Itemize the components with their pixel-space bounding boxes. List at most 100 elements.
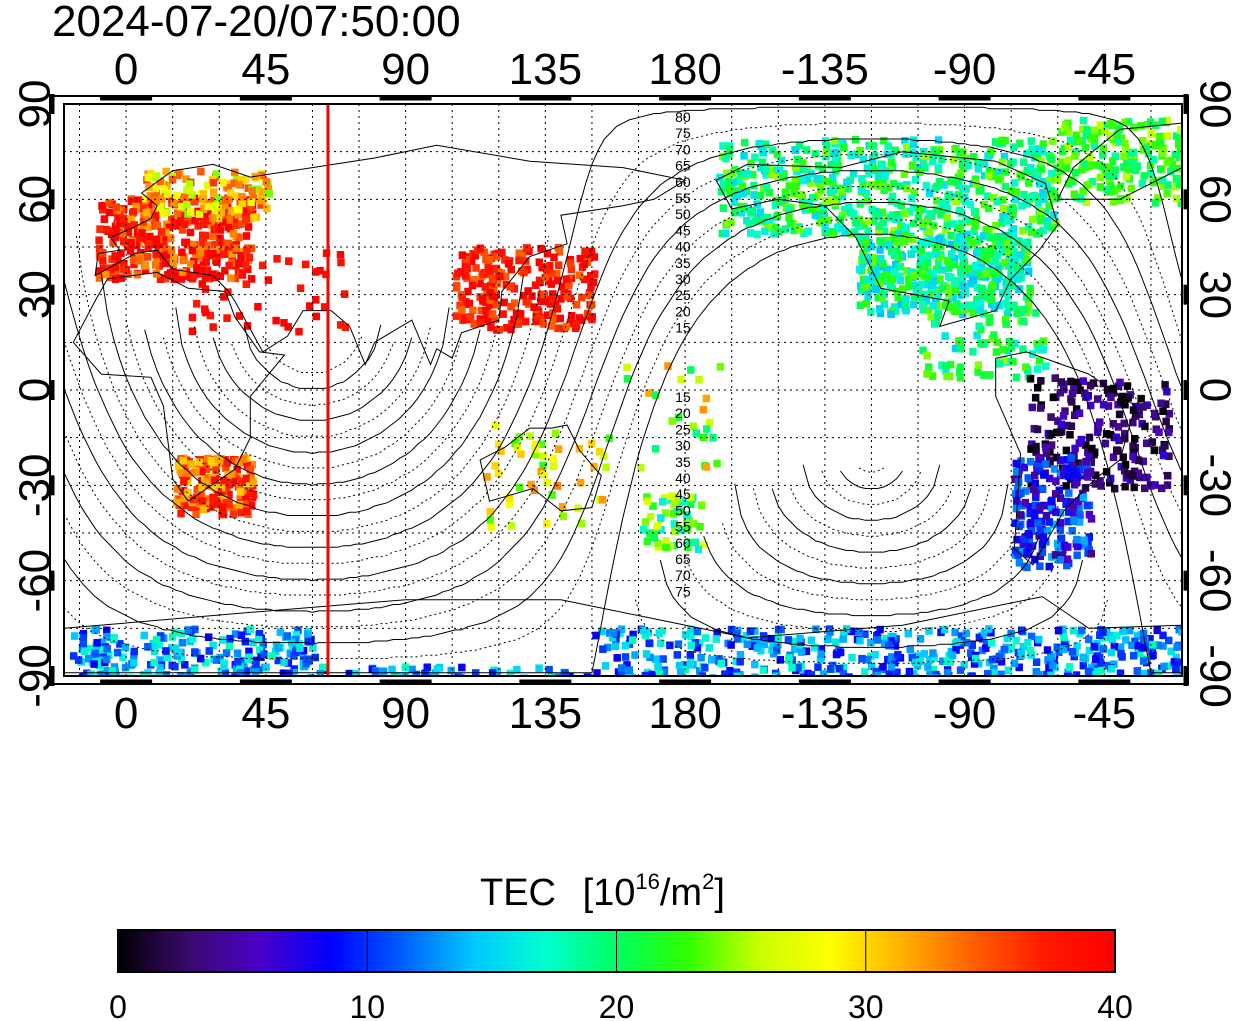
- tec-cell: [784, 205, 793, 214]
- tec-cell: [883, 150, 891, 159]
- tec-cell: [156, 203, 165, 212]
- tec-cell: [107, 265, 115, 274]
- tec-cell: [514, 320, 522, 328]
- tec-cell: [110, 663, 119, 671]
- tec-cell: [119, 653, 127, 662]
- tec-cell: [113, 648, 122, 657]
- tec-cell: [472, 264, 480, 272]
- tec-cell: [915, 206, 924, 215]
- tec-cell: [919, 305, 928, 314]
- tec-cell: [894, 293, 902, 302]
- tec-cell: [736, 650, 745, 659]
- tec-cell: [1009, 210, 1017, 219]
- tec-cell: [209, 214, 217, 223]
- tec-cell: [495, 325, 503, 334]
- tec-cell: [102, 655, 111, 664]
- tec-cell: [875, 304, 884, 313]
- tec-cell: [650, 533, 659, 542]
- tec-cell: [188, 327, 197, 336]
- tec-cell: [817, 186, 825, 194]
- tec-cell: [902, 306, 910, 315]
- tec-cell: [371, 667, 380, 676]
- tec-cell: [689, 422, 698, 431]
- bottom-lon-tick-label: 135: [509, 689, 582, 738]
- tec-cell: [993, 338, 1002, 346]
- tec-cell: [902, 150, 910, 158]
- tec-cell: [513, 665, 521, 674]
- tec-cell: [497, 447, 505, 456]
- tec-cell: [960, 302, 968, 311]
- tec-cell: [808, 205, 816, 213]
- tec-cell: [1107, 131, 1116, 140]
- tec-cell: [934, 136, 943, 144]
- tec-cell: [1095, 161, 1104, 169]
- tec-cell: [201, 308, 210, 317]
- tec-cell: [177, 275, 186, 283]
- tec-cell: [1000, 152, 1009, 161]
- tec-cell: [819, 670, 828, 676]
- tec-cell: [947, 250, 956, 258]
- tec-cell: [863, 286, 872, 295]
- tec-cell: [792, 182, 800, 191]
- tec-cell: [96, 656, 104, 665]
- tec-cell: [907, 250, 916, 258]
- tec-cell: [218, 503, 227, 512]
- tec-cell: [203, 465, 211, 473]
- tec-cell: [725, 150, 733, 159]
- tec-cell: [957, 291, 966, 299]
- tec-cell: [601, 662, 610, 670]
- tec-cell: [164, 190, 172, 198]
- tec-cell: [180, 494, 189, 503]
- tec-cell: [858, 175, 866, 183]
- tec-cell: [199, 238, 208, 247]
- tec-cell: [1141, 484, 1149, 493]
- tec-cell: [1009, 247, 1018, 256]
- tec-cell: [1076, 386, 1084, 395]
- tec-cell: [178, 656, 186, 664]
- tec-cell: [572, 320, 581, 329]
- tec-cell: [1085, 533, 1093, 541]
- tec-cell: [1139, 669, 1148, 676]
- tec-cell: [1063, 164, 1071, 172]
- tec-cell: [1079, 125, 1087, 134]
- tec-cell: [1081, 484, 1090, 492]
- tec-cell: [891, 642, 900, 650]
- tec-cell: [1059, 545, 1067, 554]
- tec-cell: [112, 203, 121, 211]
- tec-cell: [98, 202, 106, 210]
- tec-cell: [236, 488, 245, 496]
- tec-cell: [1138, 644, 1147, 652]
- tec-cell: [866, 275, 874, 284]
- tec-cell: [856, 233, 864, 241]
- tec-cell: [186, 241, 195, 249]
- tec-cell: [121, 643, 130, 652]
- tec-cell: [192, 510, 200, 518]
- tec-cell: [1022, 255, 1031, 264]
- tec-cell: [1060, 641, 1069, 649]
- tec-cell: [1070, 190, 1079, 199]
- tec-cell: [1150, 409, 1159, 418]
- tec-cell: [1077, 194, 1085, 203]
- tec-cell: [1015, 558, 1024, 567]
- tec-cell: [970, 227, 978, 235]
- tec-cell: [674, 640, 683, 648]
- tec-cell: [934, 292, 942, 300]
- tec-cell: [962, 629, 970, 638]
- tec-cell: [1073, 642, 1081, 650]
- tec-cell: [957, 632, 966, 640]
- tec-cell: [587, 283, 595, 291]
- tec-cell: [515, 256, 523, 265]
- tec-cell: [993, 251, 1002, 260]
- tec-cell: [1136, 649, 1144, 658]
- tec-cell: [464, 287, 472, 296]
- timestamp-title: 2024-07-20/07:50:00: [52, 0, 461, 46]
- tec-cell: [685, 538, 694, 547]
- tec-cell: [824, 216, 833, 225]
- tec-cell: [908, 162, 917, 170]
- tec-cell: [693, 627, 702, 636]
- tec-cell: [1068, 647, 1077, 656]
- tec-cell: [623, 375, 632, 383]
- tec-cell: [942, 283, 951, 292]
- tec-cell: [751, 660, 759, 669]
- tec-cell: [993, 265, 1002, 274]
